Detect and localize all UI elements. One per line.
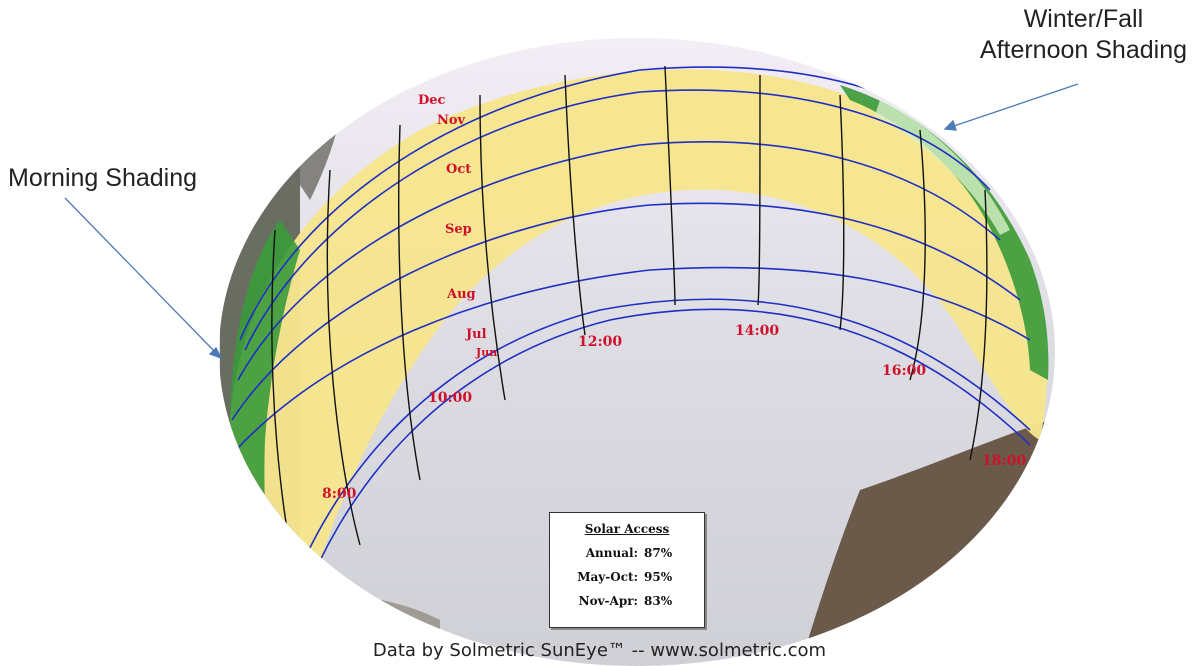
morning-arrow-head [208, 346, 223, 360]
month-label-aug: Aug [446, 287, 476, 302]
hour-line-c [398, 124, 421, 481]
callout-arrows [64, 83, 1079, 360]
hour-label-14: 14:00 [735, 323, 779, 339]
solar-access-label: May-Oct: [577, 570, 638, 584]
hour-line-j [969, 189, 988, 461]
month-arc-aug [235, 266, 1031, 451]
solar-access-label: Annual: [585, 546, 638, 560]
hour-line-d [479, 94, 506, 401]
month-labels: Dec Nov Oct Sep Aug Jul Jun [418, 93, 497, 359]
hour-line-b [326, 169, 361, 546]
afternoon-shading-area [840, 85, 1049, 380]
hour-label-16: 16:00 [882, 363, 926, 379]
afternoon-arrow-head [943, 119, 957, 131]
month-arc-oct [237, 141, 1001, 381]
solar-access-row-annual: Annual: 87% [550, 546, 704, 560]
hour-label-12: 12:00 [578, 334, 622, 350]
solar-access-row-may-oct: May-Oct: 95% [550, 570, 704, 584]
solar-access-value: 95% [644, 570, 673, 584]
month-arc-jul [279, 298, 1031, 621]
month-arc-sep [231, 202, 1021, 421]
afternoon-shading-edge [875, 100, 1010, 235]
afternoon-shading-label-line2: Afternoon Shading [979, 36, 1187, 64]
afternoon-shading-callout: Winter/Fall Afternoon Shading [980, 4, 1187, 66]
month-arcs [231, 66, 1031, 636]
month-label-oct: Oct [446, 162, 471, 177]
hour-label-8: 8:00 [322, 486, 357, 502]
morning-shading-label: Morning Shading [8, 164, 198, 192]
morning-callout-arrow [64, 197, 219, 356]
solar-access-label: Nov-Apr: [578, 594, 638, 608]
hour-label-6: 6:00 [273, 613, 308, 629]
month-label-jul: Jul [465, 327, 487, 342]
month-arc-jun [289, 308, 1031, 636]
solar-access-value: 87% [644, 546, 673, 560]
afternoon-callout-arrow [947, 83, 1079, 129]
solar-access-row-nov-apr: Nov-Apr: 83% [550, 594, 704, 608]
hour-line-e [564, 74, 586, 336]
solar-access-box: Solar Access Annual: 87% May-Oct: 95% No… [549, 512, 705, 628]
month-label-dec: Dec [418, 93, 446, 108]
hour-line-g [757, 74, 761, 306]
solar-access-title: Solar Access [584, 522, 670, 536]
hour-label-10: 10:00 [428, 390, 472, 406]
afternoon-shading-label-line1: Winter/Fall [1023, 5, 1144, 33]
hour-line-f [664, 65, 676, 306]
month-label-jun: Jun [475, 346, 497, 359]
solar-access-value: 83% [644, 594, 673, 608]
data-credit: Data by Solmetric SunEye™ -- www.solmetr… [372, 640, 827, 661]
month-label-nov: Nov [437, 113, 466, 128]
hour-lines [271, 65, 988, 621]
hour-label-18: 18:00 [982, 453, 1026, 469]
hour-line-h [839, 94, 845, 331]
morning-shading-callout: Morning Shading [8, 163, 197, 194]
hour-line-i [909, 129, 926, 381]
month-label-sep: Sep [445, 222, 472, 237]
month-arc-nov [244, 89, 991, 351]
